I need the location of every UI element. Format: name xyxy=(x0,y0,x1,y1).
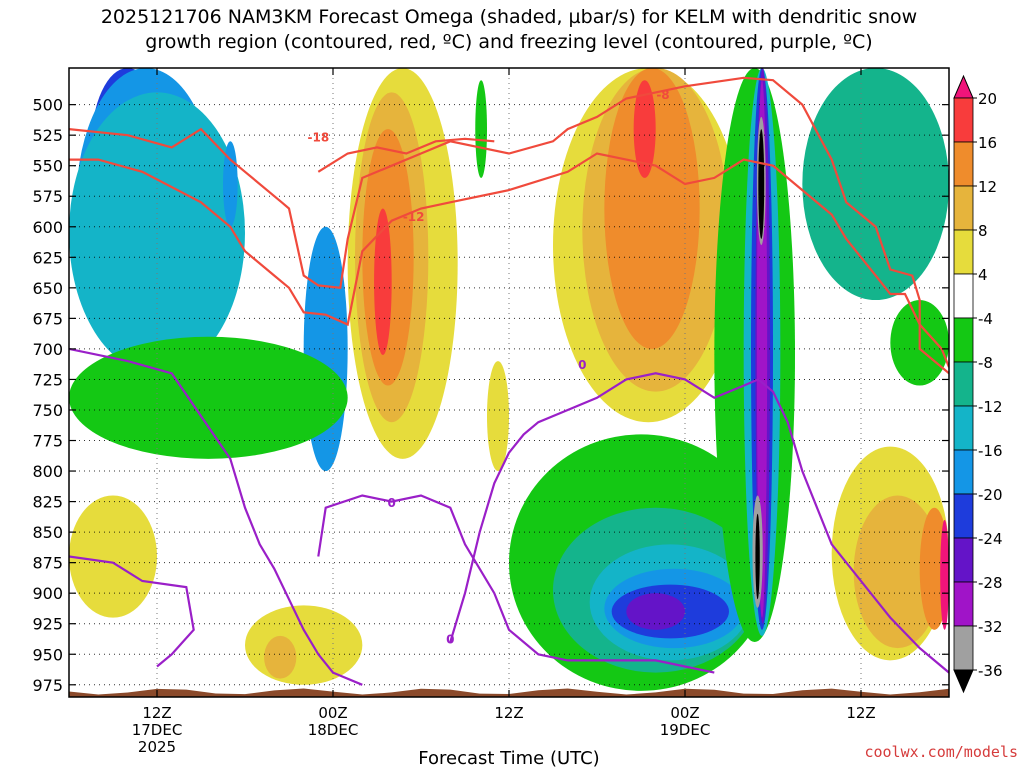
freezing-level-contour xyxy=(317,494,715,674)
colorbar-label: -28 xyxy=(978,574,1003,592)
y-tick-label: 825 xyxy=(32,493,63,512)
colorbar-label: 8 xyxy=(978,222,988,240)
colorbar-bin xyxy=(953,141,974,187)
x-tick-label: 12Z xyxy=(846,704,875,722)
y-tick-label: 750 xyxy=(32,401,63,420)
freezing-level-contour xyxy=(69,555,195,668)
y-tick-label: 575 xyxy=(32,187,63,206)
colorbar-bin xyxy=(953,317,974,363)
colorbar-label: -12 xyxy=(978,398,1003,416)
omega-region xyxy=(604,68,700,349)
colorbar-bin xyxy=(953,449,974,495)
colorbar-label: -8 xyxy=(978,354,993,372)
colorbar-bottom-arrow xyxy=(953,669,974,694)
x-tick-label: 19DEC xyxy=(660,721,711,739)
y-tick-label: 975 xyxy=(32,676,63,695)
gridlines xyxy=(69,68,949,697)
omega-region xyxy=(487,361,509,472)
y-tick-label: 700 xyxy=(32,340,63,359)
y-tick-label: 600 xyxy=(32,218,63,237)
omega-shading xyxy=(69,68,949,691)
omega-region xyxy=(475,80,487,178)
ground-fill xyxy=(69,688,949,697)
colorbar-label: 12 xyxy=(978,178,997,196)
colorbar-label: -20 xyxy=(978,486,1003,504)
omega-region xyxy=(264,635,297,679)
colorbar-top-arrow xyxy=(953,74,974,99)
ground-surface xyxy=(69,688,949,697)
contour-label: -12 xyxy=(403,210,425,224)
colorbar-label: -16 xyxy=(978,442,1003,460)
chart-title-line-1: 2025121706 NAM3KM Forecast Omega (shaded… xyxy=(101,6,917,28)
y-tick-label: 525 xyxy=(32,126,63,145)
colorbar-bin xyxy=(953,493,974,539)
colorbar-label: -24 xyxy=(978,530,1003,548)
dendritic-contour xyxy=(317,137,495,173)
omega-region xyxy=(802,68,949,301)
pressure-axis: 500 525 550 575 600 625 650 675 700 725 750 775 800 8… xyxy=(32,96,949,695)
colorbar-label: 20 xyxy=(978,90,997,108)
colorbar-bin xyxy=(953,405,974,451)
x-tick-label: 2025 xyxy=(138,738,176,756)
x-tick-label: 00Z xyxy=(318,704,347,722)
colorbar-bin xyxy=(953,361,974,407)
contour-label: 0 xyxy=(578,358,586,372)
y-tick-label: 550 xyxy=(32,157,63,176)
y-tick-label: 900 xyxy=(32,584,63,603)
y-tick-label: 775 xyxy=(32,432,63,451)
omega-region xyxy=(755,513,760,600)
colorbar-bin xyxy=(953,97,974,143)
omega-region xyxy=(758,129,765,239)
x-axis-label: Forecast Time (UTC) xyxy=(418,748,599,768)
y-tick-label: 675 xyxy=(32,309,63,328)
dendritic-contour xyxy=(69,152,949,368)
y-tick-label: 850 xyxy=(32,523,63,542)
y-tick-label: 950 xyxy=(32,645,63,664)
x-tick-label: 18DEC xyxy=(308,721,359,739)
y-tick-label: 925 xyxy=(32,615,63,634)
omega-region xyxy=(626,593,686,630)
dendritic-contour xyxy=(69,76,949,375)
y-tick-label: 725 xyxy=(32,370,63,389)
y-tick-label: 800 xyxy=(32,462,63,481)
omega-region xyxy=(244,605,363,685)
y-tick-label: 625 xyxy=(32,248,63,267)
colorbar-bin xyxy=(953,229,974,275)
freezing-level-contour xyxy=(69,347,363,686)
colorbar-label: -36 xyxy=(978,662,1003,680)
y-tick-label: 875 xyxy=(32,554,63,573)
credit-text[interactable]: coolwx.com/models xyxy=(864,743,1018,761)
omega-region xyxy=(853,495,942,649)
colorbar-bin xyxy=(953,581,974,627)
contour-label: -18 xyxy=(307,131,329,145)
omega-region xyxy=(374,208,392,356)
x-tick-label: 12Z xyxy=(494,704,523,722)
colorbar-label: -4 xyxy=(978,310,993,328)
colorbar-bin xyxy=(953,537,974,583)
x-tick-label: 17DEC xyxy=(132,721,183,739)
contours: -18 -12 -8 0 0 0 xyxy=(69,76,949,686)
colorbar-label: 4 xyxy=(978,266,988,284)
contour-label: -8 xyxy=(656,88,669,102)
colorbar: 20 16 12 8 4 -4 -8 -12 -16 -20 -24 -28 -32 -36 xyxy=(953,74,1003,694)
omega-region xyxy=(69,92,245,374)
contour-label: 0 xyxy=(446,633,454,647)
contour-label: 0 xyxy=(387,496,395,510)
x-tick-label: 12Z xyxy=(142,704,171,722)
colorbar-label: -32 xyxy=(978,618,1003,636)
colorbar-bin xyxy=(953,273,974,319)
y-tick-label: 650 xyxy=(32,279,63,298)
chart-title-line-2: growth region (contoured, red, ºC) and f… xyxy=(145,31,872,53)
omega-region xyxy=(69,495,157,618)
colorbar-bin xyxy=(953,185,974,231)
freezing-level-contour xyxy=(449,372,949,674)
colorbar-bin xyxy=(953,625,974,671)
omega-region xyxy=(69,336,348,459)
y-tick-label: 500 xyxy=(32,96,63,115)
x-tick-label: 00Z xyxy=(670,704,699,722)
colorbar-label: 16 xyxy=(978,134,997,152)
omega-region xyxy=(940,519,949,630)
